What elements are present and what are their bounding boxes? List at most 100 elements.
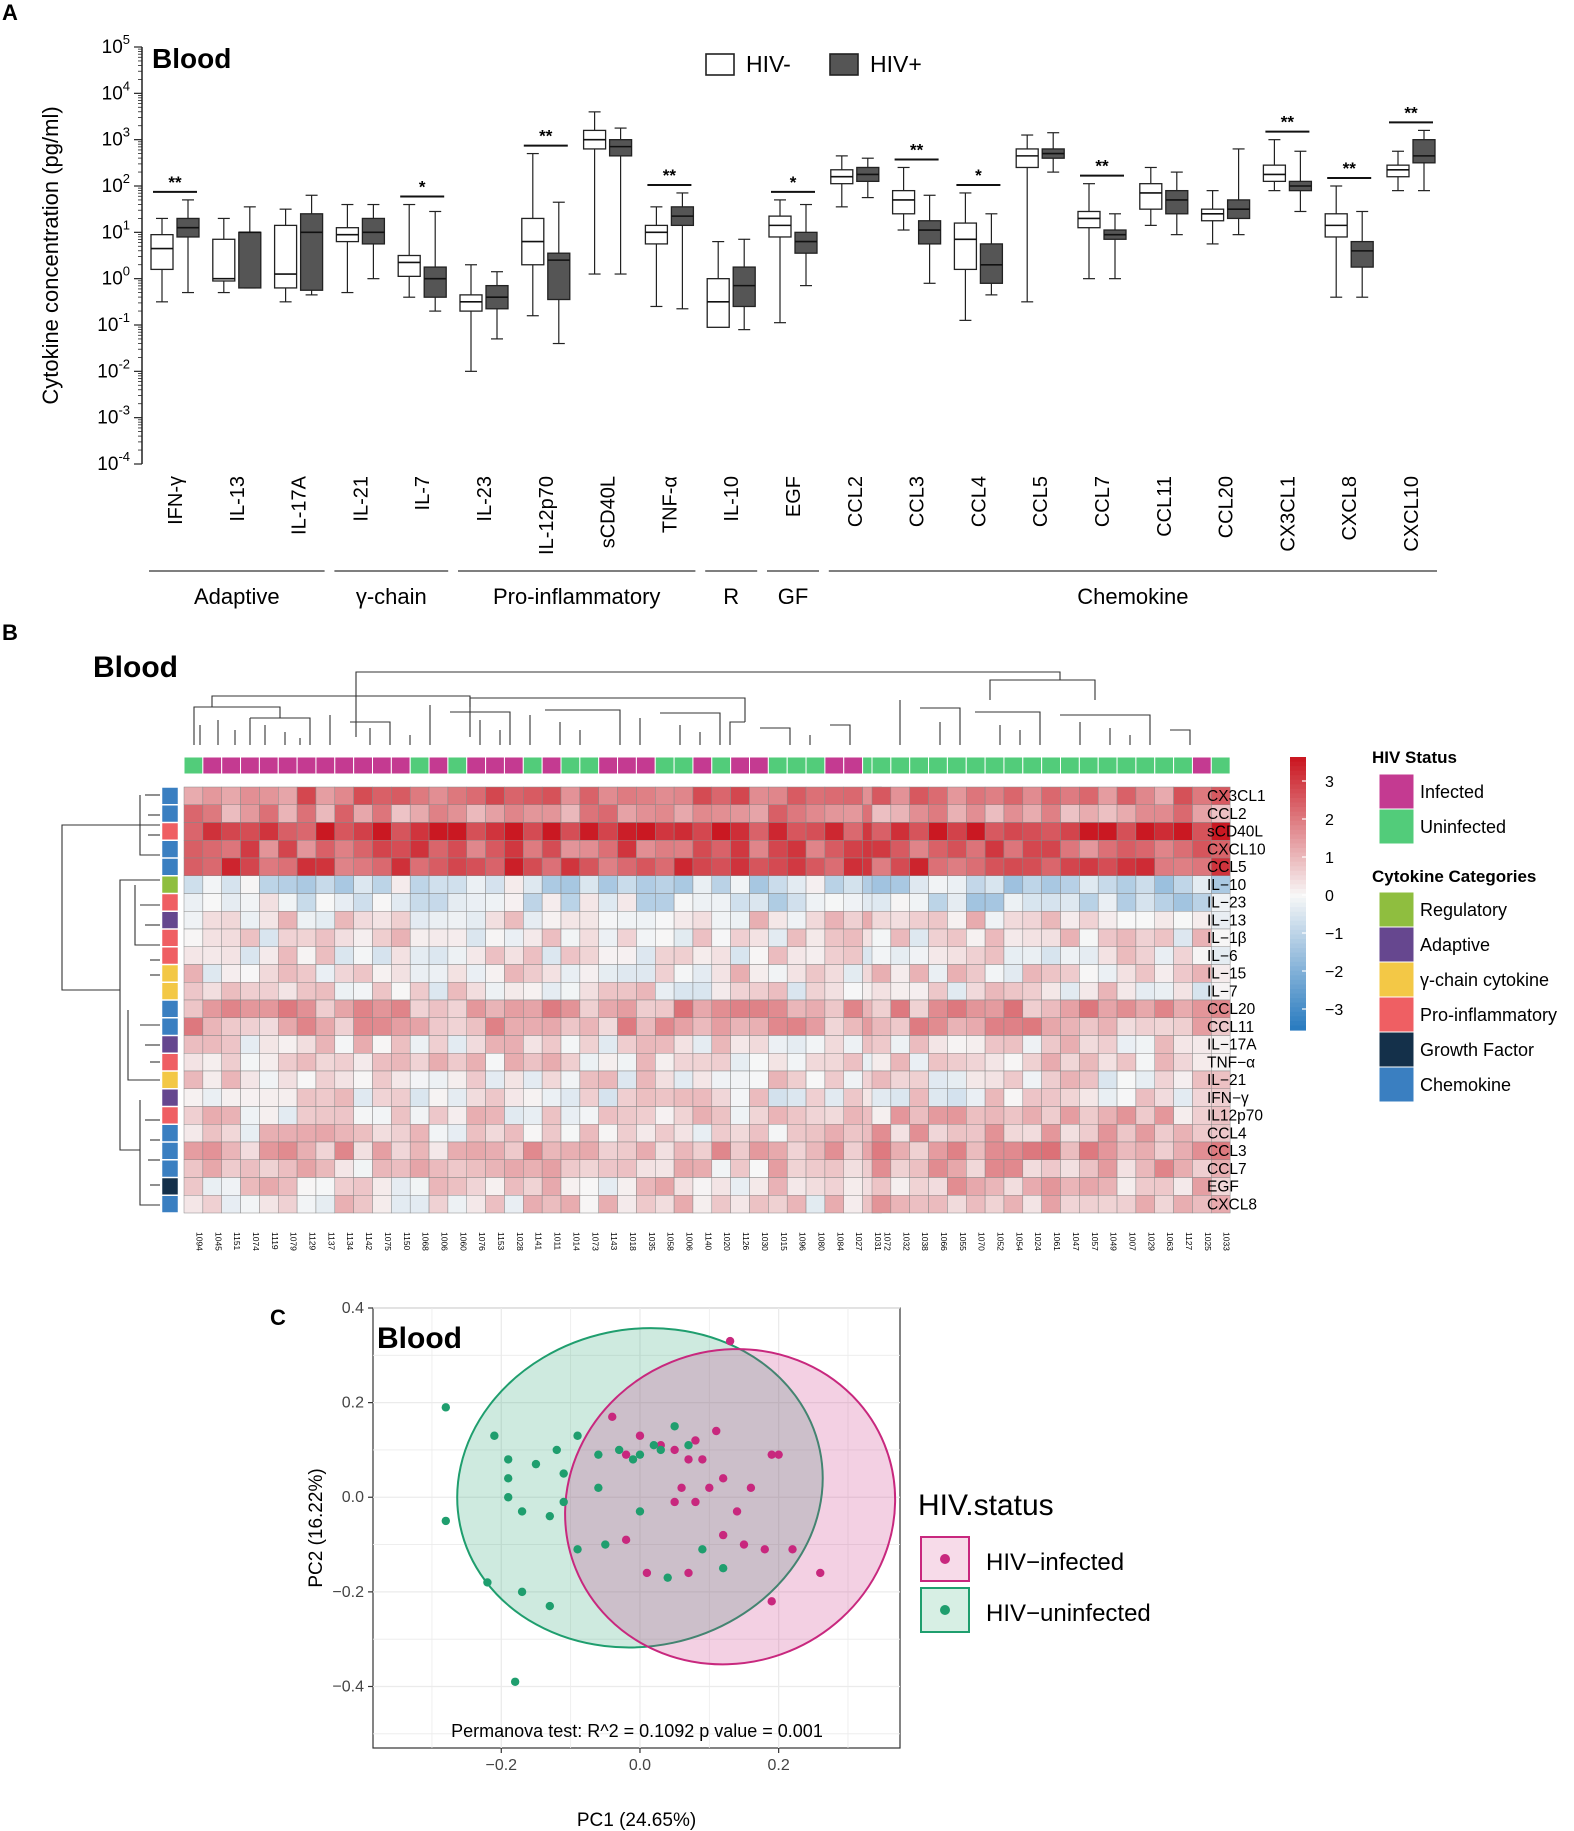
- heatmap-cell: [409, 911, 430, 930]
- heatmap-cell: [240, 911, 260, 930]
- heatmap-cell: [636, 911, 656, 930]
- heatmap-cell: [1135, 840, 1156, 859]
- heatmap-cell: [655, 999, 675, 1018]
- color-scale-segment: [1290, 984, 1306, 990]
- point-hiv-uninfected: [718, 1564, 728, 1573]
- x-tick-label: IL-21: [350, 476, 372, 522]
- color-scale-segment: [1290, 866, 1306, 872]
- heatmap-cell: [183, 964, 204, 983]
- y-axis-label: PC2 (16.22%): [306, 1468, 327, 1587]
- point-hiv-uninfected: [441, 1403, 451, 1412]
- heatmap-cell: [315, 1195, 336, 1214]
- heatmap-cell: [579, 1017, 599, 1036]
- heatmap-cell: [560, 1053, 581, 1072]
- point-hiv-infected: [642, 1568, 652, 1578]
- heatmap-cell: [504, 1124, 524, 1143]
- heatmap-cell: [221, 840, 241, 859]
- color-scale-segment: [1290, 989, 1306, 995]
- y-tick-label: 0.2: [342, 1395, 364, 1412]
- heatmap-cell: [730, 1124, 750, 1143]
- column-label: 1072: [882, 1232, 892, 1251]
- heatmap-cell: [730, 822, 750, 841]
- heatmap-cell: [447, 857, 467, 876]
- heatmap-cell: [1097, 1088, 1118, 1107]
- heatmap-cell: [730, 999, 750, 1018]
- heatmap-cell: [315, 893, 336, 912]
- heatmap-cell: [202, 964, 222, 983]
- heatmap-cell: [1022, 822, 1042, 841]
- column-status-cell: [183, 756, 204, 775]
- heatmap-cell: [692, 1053, 713, 1072]
- heatmap-cell: [428, 840, 449, 859]
- significance-label: **: [168, 173, 182, 192]
- column-label: 1015: [779, 1232, 789, 1251]
- heatmap-cell: [928, 1177, 948, 1196]
- heatmap-cell: [636, 1017, 656, 1036]
- legend-category-label: Adaptive: [1420, 935, 1490, 955]
- color-scale-segment: [1290, 875, 1306, 881]
- heatmap-cell: [240, 840, 260, 859]
- heatmap-cell: [1116, 875, 1137, 894]
- heatmap-cell: [353, 804, 373, 823]
- heatmap-cell: [768, 946, 788, 965]
- heatmap-cell: [768, 1177, 788, 1196]
- heatmap-cell: [523, 1017, 543, 1036]
- point-hiv-infected: [732, 1507, 742, 1516]
- x-tick-label: CCL3: [907, 476, 929, 527]
- heatmap-cell: [984, 1124, 1005, 1143]
- heatmap-cell: [617, 946, 637, 965]
- heatmap-cell: [523, 1141, 543, 1160]
- heatmap-cell: [353, 1124, 373, 1143]
- heatmap-cell: [1211, 1195, 1231, 1214]
- heatmap-cell: [909, 928, 929, 947]
- point-hiv-infected: [698, 1455, 707, 1464]
- row-category-cell: [161, 893, 179, 911]
- heatmap-cell: [1079, 1159, 1099, 1178]
- heatmap-cell: [1022, 928, 1042, 947]
- legend-status-title: HIV Status: [1372, 748, 1457, 767]
- row-category-cell: [161, 858, 179, 876]
- color-scale-segment: [1290, 784, 1306, 790]
- heatmap-cell: [523, 1053, 543, 1072]
- heatmap-cell: [824, 928, 845, 947]
- point-hiv-infected: [746, 1483, 756, 1492]
- column-status-cell: [871, 756, 892, 775]
- heatmap-cell: [523, 840, 543, 859]
- heatmap-cell: [617, 822, 637, 841]
- heatmap-cell: [202, 822, 222, 841]
- heatmap-cell: [947, 964, 967, 983]
- heatmap-cell: [1060, 1106, 1080, 1125]
- heatmap-cell: [1003, 999, 1024, 1018]
- row-label: IL−7: [1207, 983, 1238, 1000]
- heatmap-cell: [541, 999, 562, 1018]
- heatmap-cell: [409, 1159, 430, 1178]
- heatmap-cell: [240, 999, 260, 1018]
- heatmap-cell: [447, 1035, 467, 1054]
- heatmap-cell: [391, 857, 411, 876]
- heatmap-cell: [673, 946, 694, 965]
- column-label: 1049: [1109, 1232, 1119, 1251]
- x-tick-label: CCL5: [1030, 476, 1052, 527]
- heatmap-cell: [183, 1159, 204, 1178]
- heatmap-cell: [409, 840, 430, 859]
- heatmap-cell: [466, 999, 486, 1018]
- heatmap-cell: [636, 982, 656, 1001]
- heatmap-cell: [183, 1035, 204, 1054]
- significance-label: **: [910, 140, 924, 159]
- heatmap-cell: [636, 857, 656, 876]
- heatmap-cell: [523, 1124, 543, 1143]
- heatmap-cell: [598, 999, 618, 1018]
- heatmap-cell: [504, 1141, 524, 1160]
- heatmap-cell: [749, 1159, 769, 1178]
- row-label: IL−21: [1207, 1072, 1246, 1089]
- heatmap-cell: [871, 804, 892, 823]
- heatmap-cell: [984, 1106, 1005, 1125]
- color-scale-label: 2: [1325, 812, 1334, 829]
- heatmap-cell: [183, 1017, 204, 1036]
- heatmap-cell: [485, 822, 505, 841]
- heatmap-cell: [730, 1017, 750, 1036]
- heatmap-cell: [372, 999, 392, 1018]
- heatmap-cell: [315, 964, 336, 983]
- heatmap-cell: [673, 999, 694, 1018]
- heatmap-cell: [966, 999, 986, 1018]
